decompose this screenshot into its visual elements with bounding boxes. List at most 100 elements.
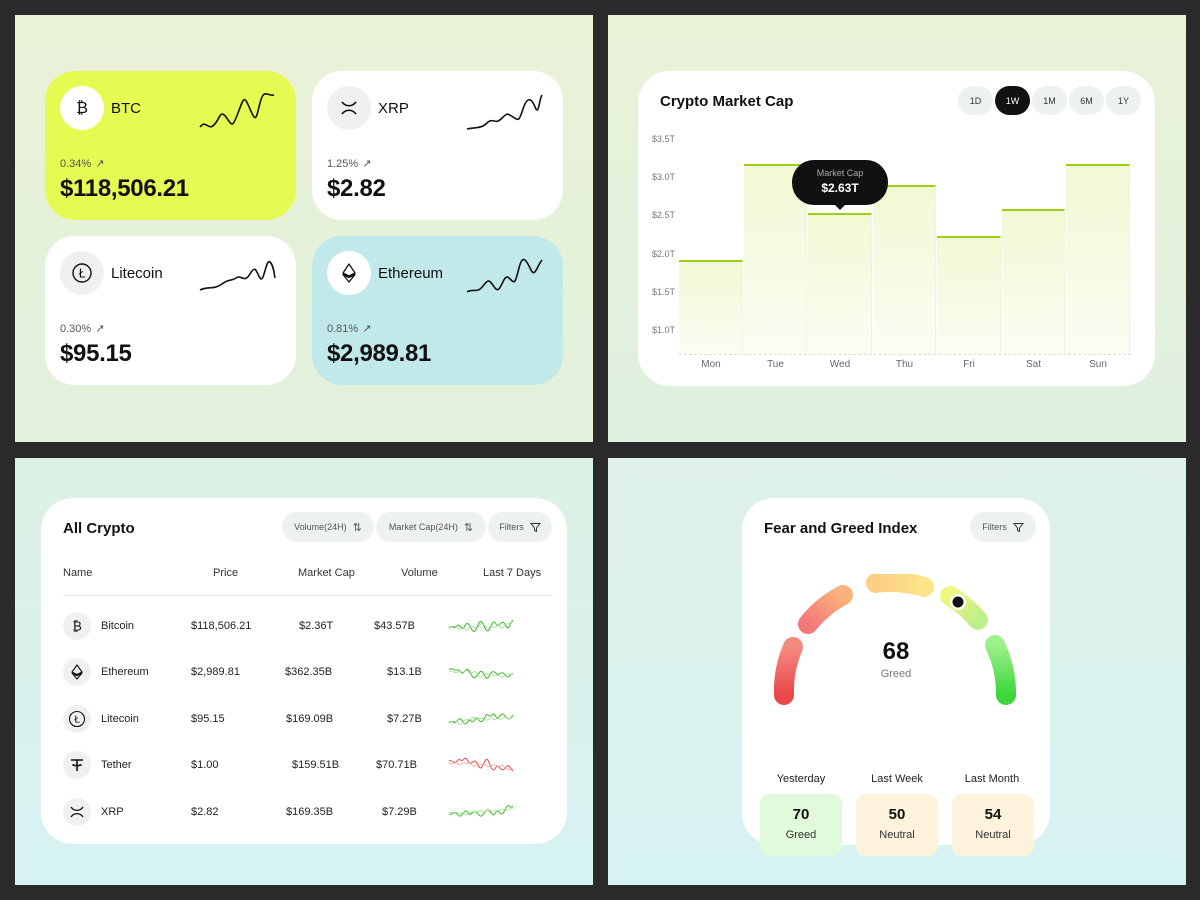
bitcoin-icon: ₿ <box>63 612 91 640</box>
x-tick-label: Mon <box>701 359 721 370</box>
column-market-cap: Market Cap <box>298 567 355 579</box>
sparkline <box>466 94 543 130</box>
chart-bar[interactable] <box>1066 164 1130 354</box>
market-cap-card: Crypto Market Cap 1D 1W 1M 6M 1Y $3.5T $3… <box>638 71 1155 386</box>
x-tick-label: Fri <box>963 359 975 370</box>
history-card-last-week: 50 Neutral <box>856 794 938 856</box>
bitcoin-icon: ₿ <box>60 86 104 130</box>
row-price: $1.00 <box>191 759 219 771</box>
coin-name: Ethereum <box>378 265 444 282</box>
x-tick-label: Wed <box>829 359 851 370</box>
coin-card-btc[interactable]: ₿ BTC 0.34% ↗ $118,506.21 <box>45 71 296 220</box>
all-crypto-panel: All Crypto Volume(24H) ⇅ Market Cap(24H)… <box>15 458 593 885</box>
tooltip-value: $2.63T <box>821 181 859 195</box>
column-name: Name <box>63 567 93 579</box>
tab-6m[interactable]: 6M <box>1069 86 1104 115</box>
row-price: $2.82 <box>191 806 219 818</box>
row-sparkline <box>448 668 514 679</box>
coin-change: 0.34% <box>60 157 92 170</box>
fear-greed-card: Fear and Greed Index Filters 68 Greed Ye… <box>742 498 1050 856</box>
column-volume: Volume <box>401 567 438 579</box>
all-crypto-title: All Crypto <box>63 520 135 537</box>
market-cap-panel: Crypto Market Cap 1D 1W 1M 6M 1Y $3.5T $3… <box>608 15 1186 442</box>
y-tick-label: $1.5T <box>652 286 676 297</box>
tab-1y[interactable]: 1Y <box>1106 86 1141 115</box>
tab-1w[interactable]: 1W <box>995 86 1030 115</box>
row-sparkline <box>448 713 514 725</box>
coin-price: $118,506.21 <box>60 175 189 202</box>
row-volume: $13.1B <box>387 666 422 678</box>
arrow-up-right-icon: ↗ <box>95 158 105 170</box>
x-tick-label: Thu <box>895 359 914 370</box>
tab-1m[interactable]: 1M <box>1032 86 1067 115</box>
x-tick-label: Sat <box>1025 359 1041 370</box>
xrp-icon <box>327 86 371 130</box>
chart-bar[interactable] <box>937 236 1001 354</box>
row-volume: $43.57B <box>374 620 415 632</box>
history-value: 50 <box>888 806 906 823</box>
litecoin-icon: Ł <box>60 251 104 295</box>
coins-panel: ₿ BTC 0.34% ↗ $118,506.21 XRP 1.25% ↗ $2… <box>15 15 593 442</box>
x-tick-label: Sun <box>1089 359 1107 370</box>
chart-bar[interactable] <box>808 212 872 354</box>
chart-bar[interactable] <box>679 259 743 354</box>
filter-icon <box>1012 522 1024 532</box>
history-period: Last Week <box>871 773 923 785</box>
row-market-cap: $362.35B <box>285 666 333 678</box>
market-cap-sort-label: Market Cap(24H) <box>388 522 458 532</box>
fear-greed-gauge <box>773 574 1016 705</box>
sparkline <box>466 258 543 293</box>
svg-text:Ł: Ł <box>78 267 86 281</box>
range-tabs: 1D 1W 1M 6M 1Y <box>958 86 1141 115</box>
y-tick-label: $3.5T <box>652 134 676 144</box>
svg-text:Ł: Ł <box>73 715 80 726</box>
y-tick-label: $1.0T <box>652 325 676 336</box>
volume-sort-button[interactable]: Volume(24H) ⇅ <box>282 512 374 542</box>
coin-card-ethereum[interactable]: Ethereum 0.81% ↗ $2,989.81 <box>312 236 563 385</box>
coin-card-xrp[interactable]: XRP 1.25% ↗ $2.82 <box>312 71 563 220</box>
chart-bar[interactable] <box>872 185 936 354</box>
market-cap-sort-button[interactable]: Market Cap(24H) ⇅ <box>376 512 486 542</box>
coin-name: BTC <box>111 100 141 117</box>
gauge-segment-fear <box>798 585 853 634</box>
column-price: Price <box>213 567 239 579</box>
sort-icon: ⇅ <box>463 521 474 534</box>
row-market-cap: $159.51B <box>292 759 340 771</box>
gauge-segment-extreme-fear <box>773 637 803 705</box>
filters-label: Filters <box>499 522 524 532</box>
row-market-cap: $169.09B <box>286 713 334 725</box>
ethereum-icon <box>327 251 371 295</box>
sparkline <box>199 92 275 128</box>
ethereum-icon <box>63 658 91 686</box>
gauge-segment-greed <box>940 586 988 630</box>
tether-icon <box>63 751 91 779</box>
coin-card-litecoin[interactable]: Ł Litecoin 0.30% ↗ $95.15 <box>45 236 296 385</box>
fear-greed-value: 68 <box>882 638 910 665</box>
coin-price: $2,989.81 <box>327 340 432 367</box>
filters-label: Filters <box>982 522 1007 532</box>
coin-name: Litecoin <box>111 265 163 282</box>
y-tick-label: $2.0T <box>652 248 676 259</box>
gauge-segment-extreme-greed <box>985 635 1016 705</box>
chart-bar[interactable] <box>1001 208 1065 354</box>
filters-button[interactable]: Filters <box>970 512 1036 542</box>
row-volume: $7.29B <box>382 806 417 818</box>
history-label: Greed <box>785 829 817 841</box>
row-volume: $7.27B <box>387 713 422 725</box>
history-card-last-month: 54 Neutral <box>952 794 1034 856</box>
svg-text:₿: ₿ <box>76 98 88 117</box>
coin-change: 0.30% <box>60 322 92 335</box>
arrow-up-right-icon: ↗ <box>95 323 105 335</box>
row-name: Bitcoin <box>101 620 135 632</box>
svg-text:₿: ₿ <box>72 620 82 635</box>
row-sparkline <box>448 757 514 772</box>
filters-button[interactable]: Filters <box>488 512 552 542</box>
y-tick-label: $3.0T <box>652 172 676 183</box>
arrow-up-right-icon: ↗ <box>362 323 372 335</box>
market-cap-title: Crypto Market Cap <box>660 93 794 110</box>
tab-1d[interactable]: 1D <box>958 86 993 115</box>
x-tick-label: Tue <box>767 359 784 370</box>
row-name: XRP <box>101 806 124 818</box>
coin-price: $2.82 <box>327 175 386 202</box>
all-crypto-card: All Crypto Volume(24H) ⇅ Market Cap(24H)… <box>41 498 567 844</box>
